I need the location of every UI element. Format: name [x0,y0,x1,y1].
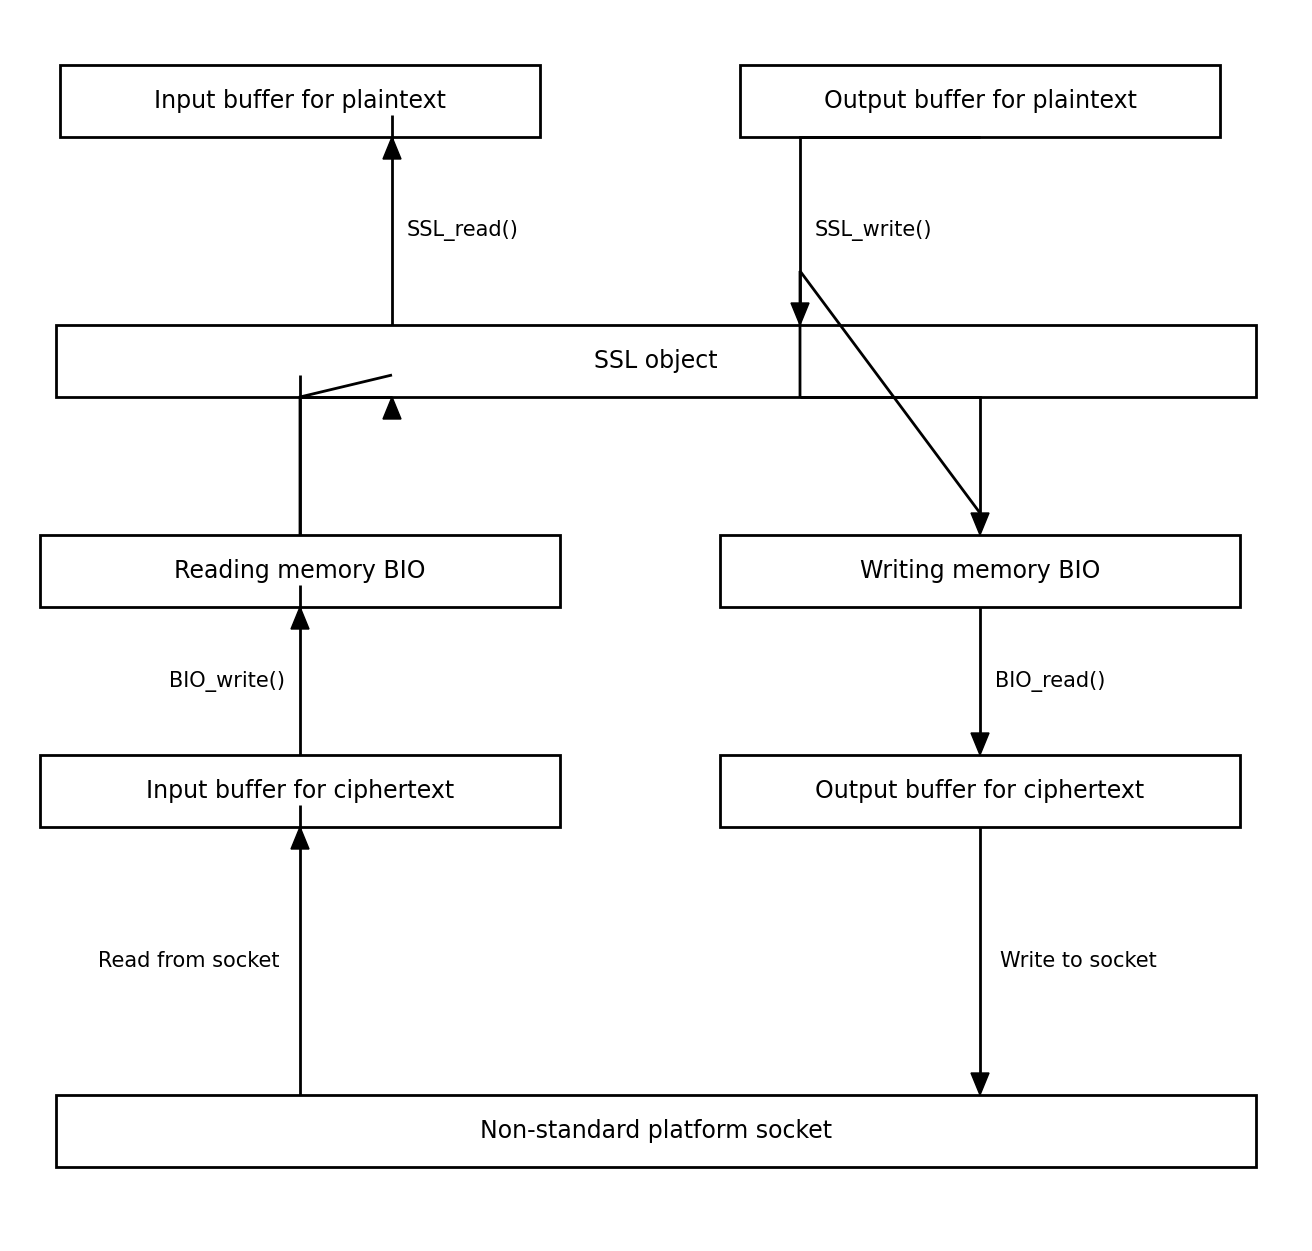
Text: Reading memory BIO: Reading memory BIO [174,559,426,583]
Polygon shape [971,513,989,535]
Text: BIO_write(): BIO_write() [169,671,285,692]
Polygon shape [791,303,810,325]
Polygon shape [291,827,310,849]
Polygon shape [291,607,310,629]
Text: SSL object: SSL object [594,349,718,373]
Bar [39,756,560,827]
Text: Output buffer for plaintext: Output buffer for plaintext [824,89,1136,113]
Bar [740,65,1220,138]
Bar [56,325,1256,397]
Text: Output buffer for ciphertext: Output buffer for ciphertext [815,779,1144,803]
Bar [60,65,541,138]
Text: Read from socket: Read from socket [98,951,279,971]
Polygon shape [971,1073,989,1095]
Polygon shape [971,733,989,756]
Text: Write to socket: Write to socket [1000,951,1157,971]
Text: Input buffer for plaintext: Input buffer for plaintext [154,89,446,113]
Bar [720,756,1240,827]
Text: Input buffer for ciphertext: Input buffer for ciphertext [146,779,454,803]
Text: Writing memory BIO: Writing memory BIO [859,559,1101,583]
Polygon shape [383,397,401,419]
Text: BIO_read(): BIO_read() [994,671,1106,692]
Text: SSL_read(): SSL_read() [407,220,518,241]
Text: Non-standard platform socket: Non-standard platform socket [480,1118,832,1143]
Polygon shape [383,138,401,159]
Bar [39,535,560,607]
Bar [56,1095,1256,1167]
Text: SSL_write(): SSL_write() [815,220,933,241]
Bar [720,535,1240,607]
